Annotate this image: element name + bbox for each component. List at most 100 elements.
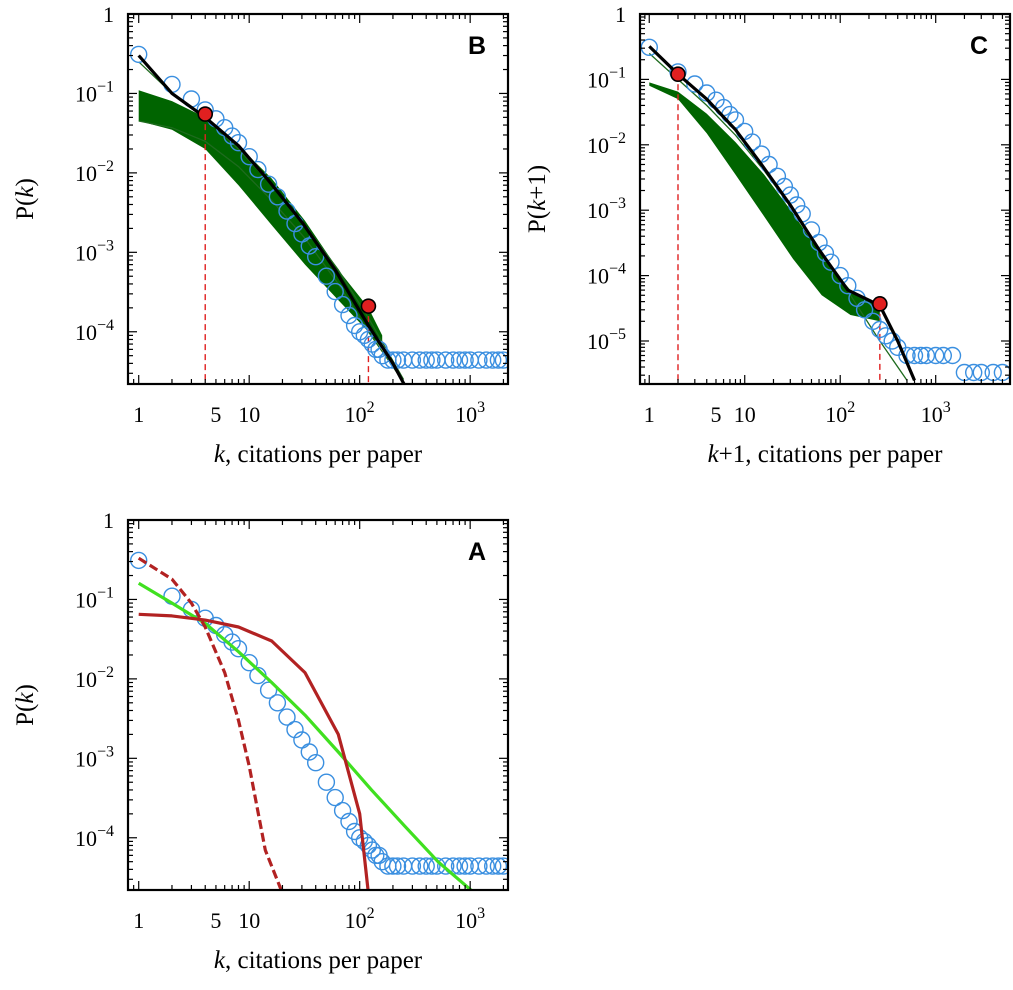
data-point (423, 351, 441, 369)
shaded-band (649, 82, 880, 322)
data-point (333, 801, 352, 820)
data-point (384, 351, 402, 369)
y-axis-label-pre: P( (12, 704, 39, 726)
data-point (444, 351, 462, 369)
y-tick-label-base: 1 (103, 508, 114, 533)
data-point (229, 640, 248, 658)
data-point (403, 857, 422, 875)
data-point (489, 857, 508, 875)
data-point (917, 346, 936, 365)
x-tick-label: 10 (238, 908, 260, 933)
x-axis-label: k, citations per paper (214, 441, 423, 468)
x-tick-label: 5 (210, 908, 221, 933)
data-point (437, 857, 455, 875)
data-point (955, 363, 974, 382)
data-point (229, 133, 248, 152)
data-point (437, 351, 455, 369)
data-point (259, 175, 278, 193)
y-tick-label: 10−1 (75, 78, 114, 106)
data-point (965, 363, 983, 382)
plot-frame (126, 518, 510, 892)
x-tick-label-base: 10 (734, 402, 756, 427)
data-point (477, 351, 495, 369)
data-point (223, 127, 241, 145)
data-point (423, 857, 441, 875)
x-tick-label-base: 10 (455, 908, 477, 933)
data-point (456, 857, 474, 875)
data-point (249, 160, 267, 179)
data-point (927, 346, 945, 365)
y-tick-label-base: 10 (587, 264, 609, 289)
y-tick-label-exp: −2 (609, 130, 626, 147)
y-tick-label-exp: −4 (609, 261, 626, 278)
y-tick-label: 10−4 (587, 261, 626, 289)
x-axis-label: k+1, citations per paper (708, 441, 944, 468)
data-point (470, 857, 488, 875)
y-axis-label-pre: P( (524, 211, 551, 233)
x-tick-label-base: 10 (238, 908, 260, 933)
x-tick-label: 102 (345, 399, 375, 427)
y-tick-label-base: 10 (75, 320, 97, 345)
threshold-marker (872, 296, 888, 312)
y-tick-label-base: 10 (75, 587, 97, 612)
data-point (411, 351, 429, 369)
x-tick-label-base: 5 (710, 402, 721, 427)
threshold-marker (360, 298, 377, 314)
x-tick-label-base: 10 (921, 402, 943, 427)
threshold-marker (670, 66, 686, 83)
data-point (411, 857, 429, 875)
x-axis-label-rest: , citations per paper (225, 947, 423, 974)
data-point (450, 351, 469, 369)
x-tick-label: 1 (133, 908, 144, 933)
y-tick-label-exp: −1 (97, 78, 114, 95)
x-tick-label-exp: 2 (847, 399, 855, 416)
ticks (127, 519, 508, 890)
fit-line (648, 45, 916, 382)
y-tick-label-base: 1 (103, 2, 114, 27)
x-tick-label-base: 5 (210, 402, 221, 427)
x-tick-label: 10 (734, 402, 756, 427)
data-point (317, 267, 336, 285)
data-point (333, 295, 352, 314)
x-tick-label-exp: 2 (367, 905, 375, 922)
y-axis-label-var: k (12, 692, 39, 704)
data-point (259, 681, 278, 699)
y-axis-label-post: +1) (524, 165, 551, 200)
thin-curve (138, 120, 406, 384)
x-tick-label: 1 (644, 402, 655, 427)
data-point (855, 301, 874, 319)
data-point (286, 720, 304, 739)
y-tick-label: 10−3 (75, 743, 114, 771)
data-point (686, 75, 704, 93)
data-point (760, 155, 778, 174)
data-point (307, 754, 325, 772)
data-point (223, 633, 241, 651)
y-tick-label-exp: −2 (97, 158, 114, 175)
x-axis-label-var: k (708, 441, 720, 468)
data-point (317, 773, 336, 791)
data-point (640, 38, 658, 56)
x-tick-label: 103 (455, 399, 485, 427)
data-point (470, 351, 488, 369)
y-tick-label-base: 10 (75, 746, 97, 771)
y-tick-label: 10−5 (587, 326, 626, 354)
data-point (484, 857, 502, 875)
data-point (129, 551, 148, 570)
x-tick-label-base: 10 (345, 402, 367, 427)
x-axis-label-rest: +1, citations per paper (719, 441, 943, 468)
x-tick-label: 102 (345, 905, 375, 933)
y-tick-label: 10−1 (587, 64, 626, 92)
y-tick-label: 1 (103, 508, 114, 533)
y-tick-label-base: 10 (587, 198, 609, 223)
data-point (345, 316, 364, 335)
y-tick-label-base: 10 (587, 133, 609, 158)
data-point (326, 282, 344, 301)
data-point (450, 857, 469, 875)
data-point (307, 248, 325, 266)
data-point (839, 277, 857, 295)
data-point (984, 363, 1002, 382)
y-tick-label-base: 10 (75, 826, 97, 851)
